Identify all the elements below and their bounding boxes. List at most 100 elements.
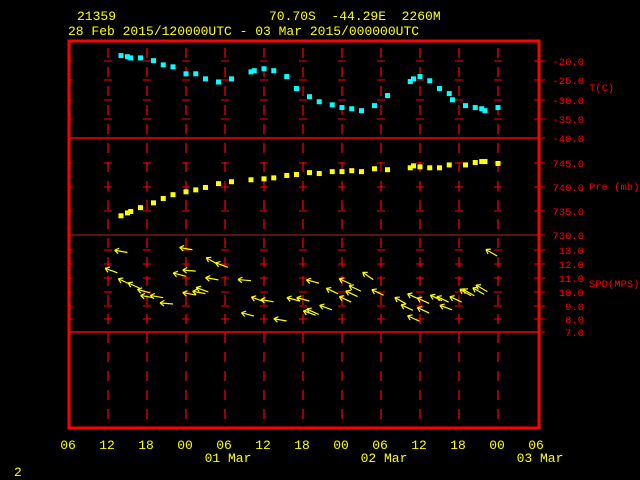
pressure-point <box>203 184 208 190</box>
temperature-point <box>450 97 455 103</box>
pressure-point <box>372 166 377 172</box>
wind-arrow <box>296 295 310 302</box>
x-tick-label: 12 <box>99 438 115 453</box>
temperature-point <box>294 86 299 92</box>
wind-arrow <box>345 289 358 298</box>
pressure-point <box>411 163 416 169</box>
temperature-point <box>284 74 290 80</box>
y-tick-label: -30.0 <box>552 96 584 108</box>
wind-arrow <box>127 281 141 289</box>
wind-arrow <box>348 284 362 292</box>
temperature-point <box>128 55 134 61</box>
temperature-point <box>482 108 488 114</box>
time-period: 28 Feb 2015/120000UTC - 03 Mar 2015/0000… <box>68 24 419 39</box>
pressure-point <box>427 165 433 171</box>
wind-arrow <box>362 271 374 281</box>
wind-arrow <box>182 290 196 297</box>
temperature-point <box>446 91 452 97</box>
temperature-point <box>251 68 257 74</box>
temperature-point <box>118 53 124 59</box>
axis-labels: -20.0 -25.0 -30.0 -35.0 -40.0 T(C) 745.0 740.0 7… <box>60 57 639 466</box>
temperature-point <box>183 71 189 77</box>
y-tick-label: 745.0 <box>552 159 584 171</box>
y-tick-label: 11.0 <box>559 274 584 286</box>
temperature-point <box>407 79 413 85</box>
temperature-point <box>216 79 221 85</box>
y-tick-label: 12.0 <box>559 260 584 272</box>
pressure-point <box>216 181 221 187</box>
pressure-point <box>385 167 390 173</box>
temperature-point <box>427 78 433 84</box>
wind-arrow <box>237 276 252 284</box>
wind-arrow <box>429 293 443 302</box>
pressure-point <box>482 159 488 165</box>
wind-arrow <box>273 316 287 323</box>
grid <box>104 48 502 426</box>
pressure-point <box>463 162 468 168</box>
x-tick-label: 12 <box>411 438 427 453</box>
wind-arrow <box>195 285 209 293</box>
wind-arrow <box>140 292 154 300</box>
wind-arrow <box>338 295 352 303</box>
pressure-point <box>307 170 312 176</box>
pressure-point <box>339 169 345 175</box>
x-tick-label: 00 <box>177 438 193 453</box>
wind-arrow <box>439 303 453 311</box>
pressure-point <box>193 187 199 193</box>
wind-arrow <box>260 296 274 304</box>
wind-arrow <box>394 296 407 305</box>
wind-arrow <box>149 292 164 300</box>
wind-arrow <box>286 295 300 302</box>
temperature-point <box>349 106 355 112</box>
y-tick-label: 10.0 <box>559 288 584 300</box>
y-tick-label: 8.0 <box>565 315 584 327</box>
pressure-point <box>329 169 335 175</box>
wind-arrow <box>114 247 128 255</box>
y-tick-label: 13.0 <box>559 246 584 258</box>
wind-arrow <box>325 286 339 295</box>
station-location: 70.70S -44.29E 2260M <box>269 9 441 24</box>
pressure-point <box>128 208 134 214</box>
pressure-point <box>446 162 452 168</box>
temperature-point <box>193 71 199 77</box>
y-tick-label: -35.0 <box>552 115 584 127</box>
wind-arrow <box>306 307 319 315</box>
pressure-point <box>160 196 166 202</box>
temperature-point <box>170 64 176 70</box>
x-tick-label: 12 <box>255 438 271 453</box>
pressure-point <box>316 171 322 177</box>
temperature-point <box>372 103 377 109</box>
y-tick-label: 9.0 <box>565 302 584 314</box>
temperature-point <box>248 69 254 75</box>
pressure-point <box>118 213 124 219</box>
temperature-point <box>463 103 468 109</box>
temperature-point <box>495 105 501 111</box>
pressure-point <box>417 164 423 170</box>
pressure-point <box>271 175 277 181</box>
temperature-point <box>271 68 277 74</box>
x-date-label: 01 Mar <box>205 451 252 466</box>
pressure-point <box>151 200 156 206</box>
temperature-point <box>417 74 423 80</box>
wind-arrow <box>462 288 475 297</box>
temperature-point <box>385 93 390 99</box>
wind-arrow <box>306 277 320 285</box>
temperature-point <box>479 106 485 112</box>
plot-frame <box>67 39 545 430</box>
temperature-point <box>125 54 130 60</box>
pressure-point <box>229 179 234 185</box>
wind-arrow <box>449 295 462 303</box>
pressure-point <box>407 165 413 171</box>
wind-arrow <box>215 261 229 268</box>
temperature-point <box>339 105 345 111</box>
wind-arrow <box>172 270 186 278</box>
wind-arrow <box>371 288 384 296</box>
pressure-point <box>248 177 254 183</box>
wind-arrow <box>475 284 488 293</box>
wind-arrow <box>192 288 206 296</box>
pressure-point <box>125 210 130 216</box>
y-tick-label: 7.0 <box>565 328 584 340</box>
y-tick-label: -20.0 <box>552 57 584 69</box>
pressure-point <box>170 192 176 198</box>
